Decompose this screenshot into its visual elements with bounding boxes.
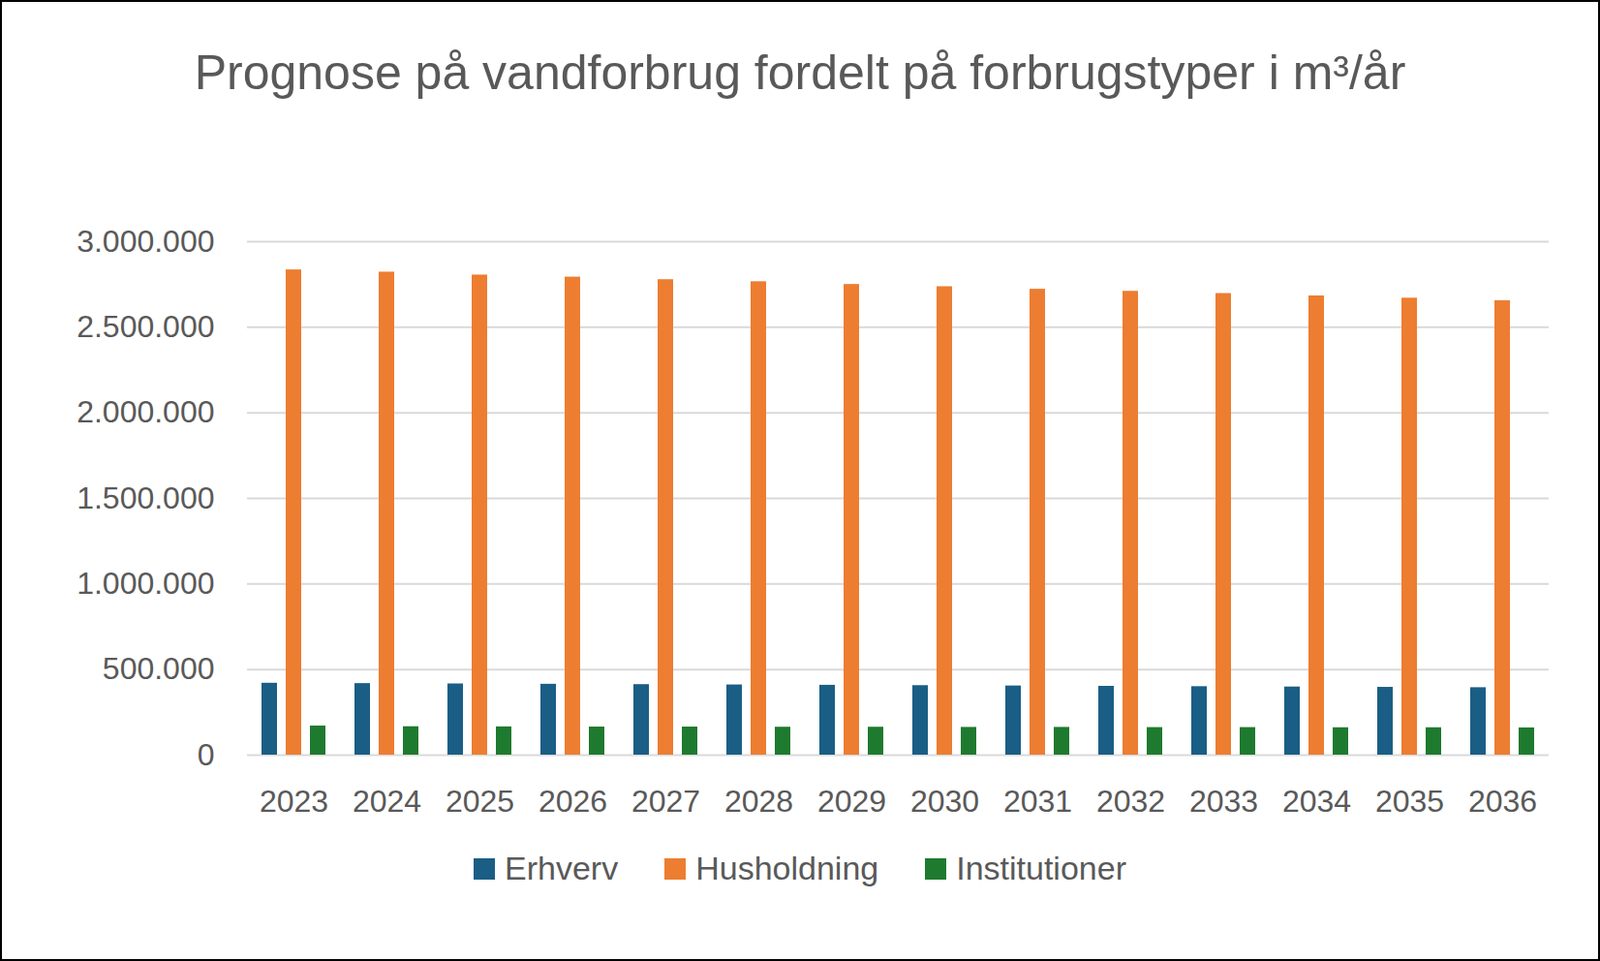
- html-text:Erhverv: Erhverv: [504, 849, 619, 887]
- svg-text:2026: 2026: [538, 783, 608, 819]
- svg-text:2029: 2029: [817, 783, 887, 819]
- svg-text:3.000.000: 3.000.000: [76, 223, 215, 259]
- svg-text:2034: 2034: [1282, 783, 1352, 819]
- svg-text:500.000: 500.000: [102, 650, 216, 686]
- html-text:Husholdning: Husholdning: [695, 849, 879, 887]
- svg-text:2036: 2036: [1468, 783, 1538, 819]
- svg-text:1.000.000: 1.000.000: [76, 565, 215, 601]
- svg-text:2.000.000: 2.000.000: [76, 394, 215, 430]
- svg-text:2033: 2033: [1189, 783, 1259, 819]
- html-text:Institutioner: Institutioner: [956, 849, 1127, 887]
- svg-text:2027: 2027: [631, 783, 701, 819]
- html-text:Prognose på vandforbrug fordel: Prognose på vandforbrug fordelt på forbr…: [194, 45, 1406, 100]
- svg-text:2024: 2024: [352, 783, 422, 819]
- svg-text:2025: 2025: [445, 783, 515, 819]
- svg-text:2035: 2035: [1375, 783, 1445, 819]
- svg-text:2.500.000: 2.500.000: [76, 308, 215, 344]
- svg-text:2030: 2030: [910, 783, 980, 819]
- svg-text:1.500.000: 1.500.000: [76, 480, 215, 516]
- svg-text:2031: 2031: [1003, 783, 1073, 819]
- svg-text:2028: 2028: [724, 783, 794, 819]
- svg-text:2032: 2032: [1096, 783, 1166, 819]
- svg-text:0: 0: [197, 737, 216, 772]
- svg-text:2023: 2023: [259, 783, 329, 819]
